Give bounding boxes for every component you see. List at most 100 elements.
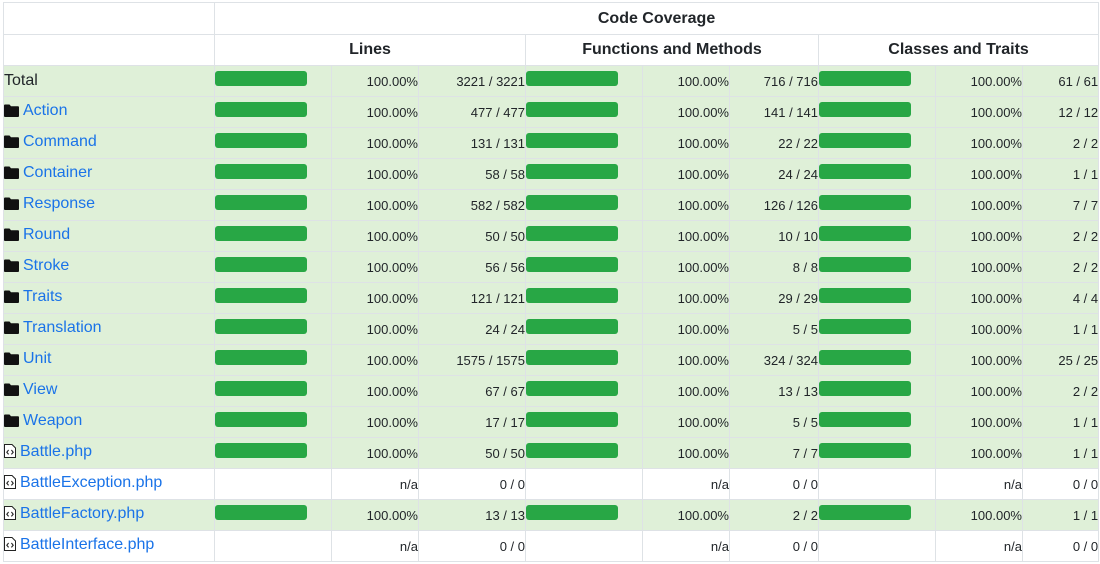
table-row: Battle.php 100.00% 50 / 50 100.00% 7 / 7 100.… <box>3 437 1100 469</box>
folder-link[interactable]: Command <box>23 133 97 150</box>
classes-progress-bar <box>819 411 911 427</box>
classes-percent: 100.00% <box>935 437 1023 469</box>
folder-icon <box>4 135 19 153</box>
folder-icon <box>4 383 19 401</box>
lines-progress-fill <box>215 287 307 303</box>
lines-percent: 100.00% <box>331 220 419 252</box>
folder-link[interactable]: Traits <box>23 288 63 305</box>
classes-count: 1 / 1 <box>1021 437 1100 469</box>
folder-link[interactable]: Translation <box>23 319 102 336</box>
folder-icon <box>4 321 19 339</box>
lines-progress-fill <box>215 349 307 365</box>
classes-progress-bar <box>819 225 911 241</box>
lines-bar-cell <box>214 189 332 221</box>
functions-progress-fill <box>526 132 618 148</box>
functions-count: 13 / 13 <box>729 375 819 407</box>
functions-progress-fill <box>526 163 618 179</box>
lines-progress-fill <box>215 101 307 117</box>
classes-progress-bar <box>819 380 911 396</box>
lines-progress-bar <box>215 287 307 303</box>
row-name-cell: Command <box>3 127 215 159</box>
folder-link[interactable]: View <box>23 381 58 398</box>
functions-bar-cell <box>525 158 643 190</box>
classes-count: 4 / 4 <box>1021 282 1100 314</box>
functions-bar-cell <box>525 499 643 531</box>
classes-percent: 100.00% <box>935 65 1023 97</box>
classes-progress-fill <box>819 442 911 458</box>
table-row: Total 100.00% 3221 / 3221 100.00% 716 / 716 1… <box>3 65 1100 97</box>
code-file-icon <box>4 444 16 463</box>
folder-icon <box>4 352 19 370</box>
functions-bar-cell <box>525 96 643 128</box>
row-name-cell: Container <box>3 158 215 190</box>
lines-progress-bar <box>215 504 307 520</box>
header-blank <box>3 2 215 35</box>
classes-bar-cell <box>818 96 936 128</box>
lines-percent: n/a <box>331 530 419 562</box>
functions-count: 126 / 126 <box>729 189 819 221</box>
lines-progress-bar <box>215 194 307 210</box>
file-link[interactable]: BattleInterface.php <box>20 536 155 553</box>
functions-progress-fill <box>526 442 618 458</box>
table-row: Action 100.00% 477 / 477 100.00% 141 / 141 10… <box>3 96 1100 128</box>
functions-progress-bar <box>526 101 618 117</box>
classes-count: 1 / 1 <box>1021 406 1100 438</box>
row-name-cell: BattleFactory.php <box>3 499 215 531</box>
classes-progress-bar <box>819 70 911 86</box>
classes-count: 2 / 2 <box>1021 251 1100 283</box>
table-row: BattleInterface.php n/a 0 / 0 n/a 0 / 0 n/a 0 … <box>3 530 1100 562</box>
functions-count: 5 / 5 <box>729 313 819 345</box>
classes-bar-cell <box>818 468 936 500</box>
folder-link[interactable]: Weapon <box>23 412 83 429</box>
folder-link[interactable]: Round <box>23 226 71 243</box>
lines-percent: 100.00% <box>331 375 419 407</box>
classes-progress-fill <box>819 101 911 117</box>
folder-link[interactable]: Response <box>23 195 96 212</box>
lines-progress-fill <box>215 442 307 458</box>
lines-count: 13 / 13 <box>418 499 526 531</box>
functions-percent: 100.00% <box>642 313 730 345</box>
classes-count: 2 / 2 <box>1021 220 1100 252</box>
file-link[interactable]: BattleException.php <box>20 474 163 491</box>
row-name-cell: Battle.php <box>3 437 215 469</box>
classes-bar-cell <box>818 220 936 252</box>
file-link[interactable]: BattleFactory.php <box>20 505 145 522</box>
table-row: Container 100.00% 58 / 58 100.00% 24 / 24 100… <box>3 158 1100 190</box>
lines-bar-cell <box>214 313 332 345</box>
lines-count: 582 / 582 <box>418 189 526 221</box>
lines-count: 24 / 24 <box>418 313 526 345</box>
classes-progress-bar <box>819 256 911 272</box>
header-code-coverage: Code Coverage <box>213 2 1100 35</box>
lines-count: 56 / 56 <box>418 251 526 283</box>
lines-bar-cell <box>214 251 332 283</box>
functions-progress-fill <box>526 194 618 210</box>
file-link[interactable]: Battle.php <box>20 443 93 460</box>
code-file-icon <box>4 506 16 525</box>
lines-bar-cell <box>214 96 332 128</box>
functions-progress-bar <box>526 70 618 86</box>
folder-icon <box>4 104 19 122</box>
code-file-icon <box>4 537 16 556</box>
total-label: Total <box>4 72 38 89</box>
functions-percent: 100.00% <box>642 437 730 469</box>
classes-bar-cell <box>818 530 936 562</box>
folder-link[interactable]: Stroke <box>23 257 70 274</box>
classes-percent: n/a <box>935 468 1023 500</box>
row-name-cell: Weapon <box>3 406 215 438</box>
table-row: BattleFactory.php 100.00% 13 / 13 100.00% 2 … <box>3 499 1100 531</box>
functions-progress-bar <box>526 287 618 303</box>
functions-percent: 100.00% <box>642 344 730 376</box>
lines-progress-fill <box>215 163 307 179</box>
classes-percent: 100.00% <box>935 282 1023 314</box>
lines-progress-bar <box>215 163 307 179</box>
classes-bar-cell <box>818 313 936 345</box>
classes-percent: 100.00% <box>935 96 1023 128</box>
classes-percent: 100.00% <box>935 220 1023 252</box>
lines-progress-bar <box>215 411 307 427</box>
folder-link[interactable]: Container <box>23 164 93 181</box>
functions-count: 716 / 716 <box>729 65 819 97</box>
folder-link[interactable]: Action <box>23 102 68 119</box>
folder-link[interactable]: Unit <box>23 350 52 367</box>
classes-bar-cell <box>818 344 936 376</box>
classes-progress-bar <box>819 194 911 210</box>
